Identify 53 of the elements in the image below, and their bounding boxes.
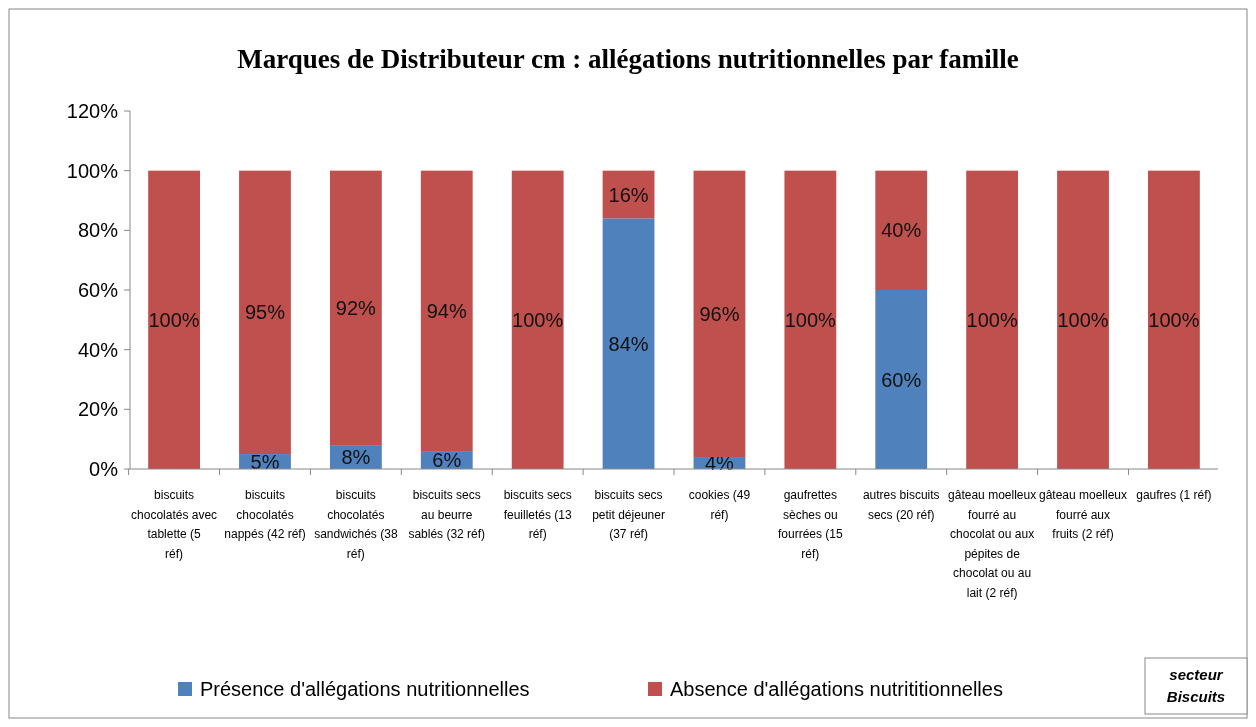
chart-title: Marques de Distributeur cm : allégations nutritionnelles par famille [237, 44, 1019, 74]
y-tick-label: 0% [89, 458, 119, 480]
bar [1057, 170, 1109, 469]
text: secteur Biscuits [1166, 666, 1226, 705]
x-tick-label: biscuits secs petit déjeuner (37 réf) [592, 488, 665, 541]
y-tick-label: 80% [77, 219, 119, 242]
x-tick-label: biscuits chocolatés avec tablette (5 réf) [131, 488, 218, 561]
x-tick-label: gâteau moelleux fourré aux fruits (2 réf) [1038, 488, 1128, 541]
y-tick-label: 40% [77, 338, 119, 361]
bar [239, 170, 291, 455]
y-tick-label: 60% [77, 279, 119, 301]
x-tick-label: biscuits secs au beurre sablés (32 réf) [408, 488, 486, 541]
bar [1148, 170, 1200, 469]
x-tick-label: gaufres (1 réf) [1136, 488, 1212, 502]
bar [511, 170, 564, 469]
bar [329, 170, 382, 446]
x-tick-label: gaufrettes sèches ou fourrées (15 réf) [777, 488, 844, 561]
data-label: 60% [881, 368, 922, 391]
bar [784, 170, 837, 469]
y-tick-label: 120% [66, 100, 119, 122]
data-label: 96% [699, 302, 740, 325]
legend-label: Présence d'allégations nutritionnelles [200, 678, 530, 700]
x-tick-label: biscuits chocolatés nappés (42 réf) [224, 488, 306, 541]
data-label: 40% [881, 219, 922, 242]
x-tick-label: biscuits secs feuilletés (13 réf) [503, 488, 572, 541]
data-label: 100% [1057, 308, 1109, 331]
data-label: 100% [512, 308, 564, 331]
x-tick-label: gâteau moelleux fourré au chocolat ou aux pépites de chocolat ou au lait (2 réf) [948, 488, 1037, 600]
x-tick-label: autres biscuits secs (20 réf) [862, 488, 940, 522]
bar [966, 170, 1019, 469]
bar [875, 170, 928, 290]
data-label: 95% [244, 301, 286, 324]
data-label: 100% [148, 308, 200, 331]
data-label: 6% [432, 449, 462, 472]
data-label: 84% [608, 332, 649, 355]
legend-label: Absence d'allégations nutrititionnelles [670, 678, 1003, 700]
bar [148, 170, 200, 469]
data-label: 92% [335, 296, 377, 319]
y-tick-label: 100% [66, 159, 119, 182]
data-label: 94% [426, 299, 467, 322]
bar [875, 290, 928, 469]
bar [420, 170, 473, 452]
data-label: 100% [966, 308, 1018, 331]
data-label: 100% [784, 308, 837, 331]
y-tick-label: 20% [77, 398, 119, 421]
bar [602, 218, 655, 469]
bar [693, 170, 746, 458]
data-label: 5% [250, 450, 280, 473]
data-label: 16% [608, 183, 649, 206]
data-label: 100% [1148, 308, 1200, 331]
data-label: 8% [341, 446, 371, 469]
x-tick-label: cookies (49 réf) [688, 488, 751, 522]
x-tick-label: biscuits chocolatés sandwichés (38 réf) [314, 488, 398, 561]
